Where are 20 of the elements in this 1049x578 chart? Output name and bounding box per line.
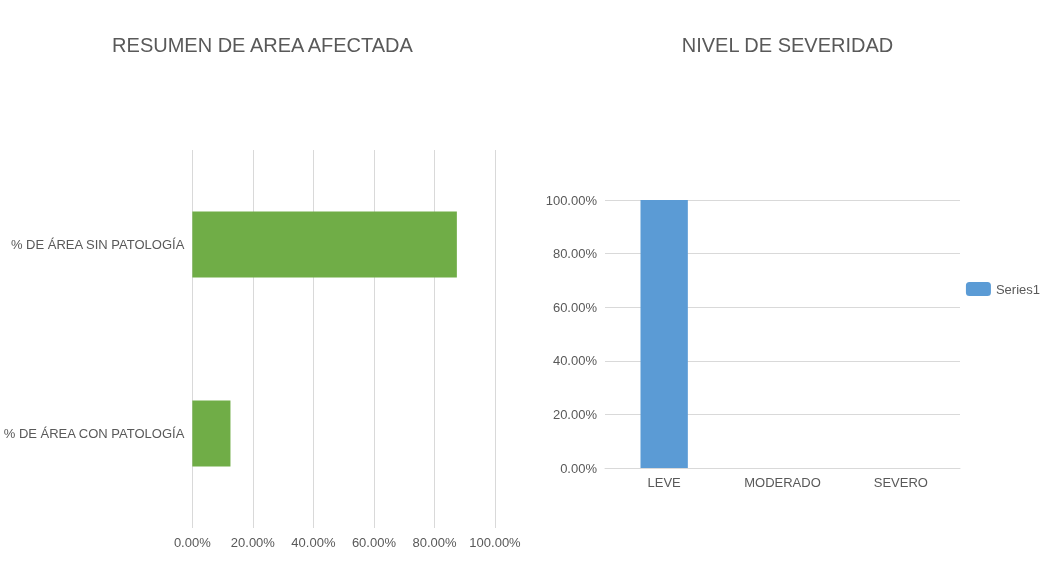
y-tick-label: 80.00% [552, 246, 597, 262]
y-tick-label: % DE ÁREA CON PATOLOGÍA [3, 426, 185, 441]
x-tick-label: 100.00% [469, 535, 522, 550]
x-tick-label: 20.00% [230, 535, 276, 550]
y-tick-label: 0.00% [559, 460, 597, 476]
legend-label: Series1 [995, 281, 1040, 297]
x-tick-label: MODERADO [743, 475, 821, 490]
y-tick-label: 100.00% [545, 192, 597, 208]
x-tick-label: 40.00% [291, 535, 336, 550]
y-tick-label: 60.00% [552, 299, 597, 315]
x-tick-label: 60.00% [351, 535, 397, 550]
y-tick-label: 20.00% [552, 406, 597, 422]
chart-title: RESUMEN DE AREA AFECTADA [112, 34, 414, 56]
y-tick-label: % DE ÁREA SIN PATOLOGÍA [10, 237, 185, 252]
x-tick-label: 0.00% [173, 535, 212, 550]
x-tick-label: LEVE [647, 475, 681, 490]
x-tick-label: 80.00% [412, 535, 457, 550]
x-tick-label: SEVERO [873, 475, 928, 490]
y-tick-label: 40.00% [552, 353, 597, 369]
chart-title: NIVEL DE SEVERIDAD [681, 34, 893, 56]
